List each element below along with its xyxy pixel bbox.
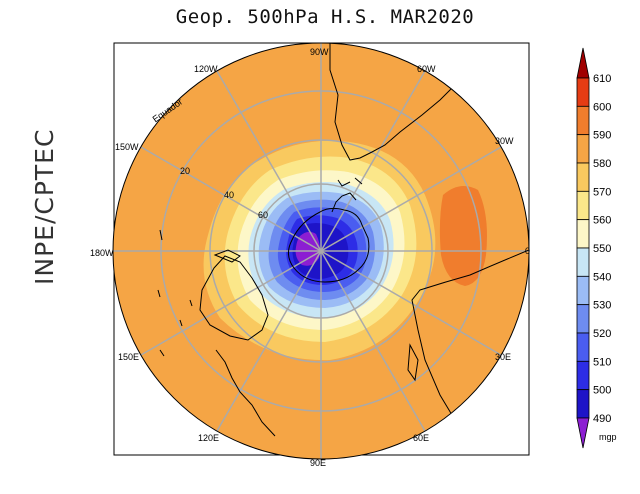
antarctica-coast (288, 207, 370, 283)
lon-label-120e: 120E (198, 433, 219, 443)
lon-label-0: 0 (525, 246, 530, 256)
colorbar-swatch (576, 77, 590, 107)
colorbar-level-label: 530 (593, 300, 611, 312)
south-america-coast (329, 43, 469, 161)
longitude-labels: 90W 60W 30W 0 30E 60E 90E 120E 150E 180W… (90, 47, 530, 468)
lon-label-90e: 90E (310, 458, 326, 468)
lon-label-150e: 150E (118, 352, 139, 362)
lon-label-180w: 180W (90, 248, 114, 258)
colorbar-level-label: 560 (593, 215, 611, 227)
colorbar-level-label: 510 (593, 356, 611, 368)
lat-label-40: 40 (224, 190, 234, 200)
colorbar-min-arrow (576, 417, 590, 449)
lon-label-120w: 120W (194, 64, 218, 74)
australia-coast (199, 255, 269, 341)
lon-label-60e: 60E (413, 433, 429, 443)
colorbar-level-label: 570 (593, 186, 611, 198)
map-title: Geop. 500hPa H.S. MAR2020 (175, 6, 475, 28)
graticule (113, 43, 529, 459)
lon-label-30e: 30E (495, 352, 511, 362)
colorbar-swatch (576, 134, 590, 164)
colorbar-swatch (576, 360, 590, 391)
colorbar-swatch (576, 190, 590, 221)
colorbar-swatch (576, 332, 590, 362)
colorbar-level-label: 610 (593, 73, 611, 85)
lon-label-90w: 90W (310, 47, 329, 57)
pacific-islands (157, 229, 193, 357)
colorbar-level-label: 540 (593, 271, 611, 283)
colorbar-level-label: 500 (593, 385, 611, 397)
colorbar-swatch (576, 275, 590, 306)
colorbar-level-label: 520 (593, 328, 611, 340)
colorbar-swatch (576, 247, 590, 277)
lon-label-150w: 150W (115, 142, 139, 152)
colorbar-swatch (576, 304, 590, 334)
colorbar-swatch (576, 389, 590, 419)
meridian-30W-150E (140, 146, 502, 356)
asia-coast (215, 349, 276, 437)
colorbar-unit: mgp (599, 432, 617, 442)
lon-label-60w: 60W (417, 64, 436, 74)
lat-label-60: 60 (258, 210, 268, 220)
madagascar (407, 343, 419, 382)
colorbar-level-label: 490 (593, 413, 611, 425)
colorbar-level-label: 550 (593, 243, 611, 255)
coastlines (157, 43, 529, 441)
colorbar-swatch (576, 105, 590, 136)
colorbar-swatch (576, 219, 590, 249)
new-zealand (213, 249, 241, 263)
map-boundary (112, 42, 530, 460)
colorbar-level-label: 580 (593, 158, 611, 170)
antarctic-peninsula (331, 192, 357, 213)
lat-label-20: 20 (180, 166, 190, 176)
africa-coast (411, 249, 529, 441)
colorbar: 610 600 590 580 570 560 550 540 530 520 510 500 490 m… (576, 47, 617, 449)
lon-label-30w: 30W (495, 136, 514, 146)
colorbar-level-label: 600 (593, 101, 611, 113)
colorbar-level-label: 590 (593, 130, 611, 142)
colorbar-max-arrow (576, 47, 590, 79)
colorbar-swatch (576, 162, 590, 192)
tierra-del-fuego (337, 177, 363, 187)
